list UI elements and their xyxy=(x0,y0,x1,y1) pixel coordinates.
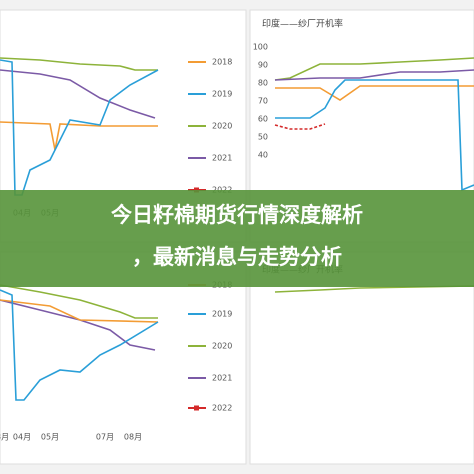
y-label: 80 xyxy=(258,79,268,88)
panel xyxy=(0,251,247,465)
x-label: 08月 xyxy=(124,433,142,442)
legend-label: 2021 xyxy=(212,154,232,163)
x-label: 07月 xyxy=(96,433,114,442)
legend-label: 2021 xyxy=(212,374,232,383)
y-label: 90 xyxy=(258,61,268,70)
legend-label: 2020 xyxy=(212,342,232,351)
legend-label: 2022 xyxy=(212,404,232,413)
x-label: 05月 xyxy=(41,433,59,442)
y-label: 40 xyxy=(258,151,268,160)
banner xyxy=(0,190,474,287)
y-label: 100 xyxy=(253,43,268,52)
banner-title: 今日籽棉期货行情深度解析 xyxy=(111,203,363,227)
legend-label: 2019 xyxy=(212,310,232,319)
legend-label: 2020 xyxy=(212,122,232,131)
legend-label: 2018 xyxy=(212,58,232,67)
y-label: 60 xyxy=(258,115,268,124)
chart-lines xyxy=(0,57,474,401)
panel-title: 印度——纱厂开机率 xyxy=(262,18,343,30)
legend-marker xyxy=(194,405,199,411)
x-label: 03月 xyxy=(0,433,9,442)
legend-label: 2019 xyxy=(212,90,232,99)
y-label: 50 xyxy=(258,133,268,142)
banner-title: ，最新消息与走势分析 xyxy=(132,245,342,269)
x-label: 04月 xyxy=(13,433,31,442)
y-label: 70 xyxy=(258,97,268,106)
